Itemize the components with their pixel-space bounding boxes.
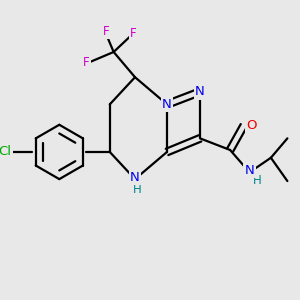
Text: H: H <box>253 174 262 187</box>
Text: F: F <box>83 56 90 69</box>
Text: N: N <box>245 164 254 177</box>
Text: Cl: Cl <box>0 146 11 158</box>
Text: N: N <box>195 85 205 98</box>
Text: O: O <box>246 119 257 132</box>
Text: H: H <box>133 183 141 196</box>
Text: N: N <box>162 98 172 111</box>
Text: N: N <box>130 171 140 184</box>
Text: F: F <box>130 27 136 40</box>
Text: F: F <box>103 25 109 38</box>
